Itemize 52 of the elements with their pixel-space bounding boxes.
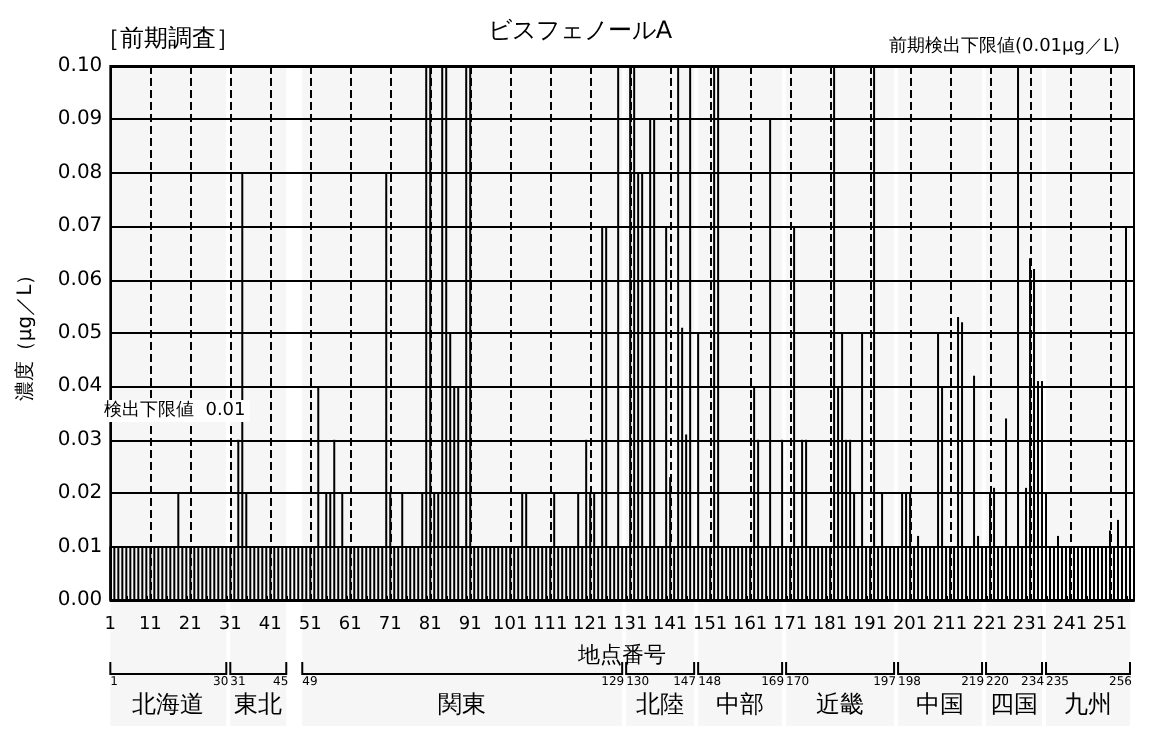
y-tick-label: 0.07 <box>57 215 103 238</box>
y-tick-label: 0.02 <box>57 482 103 505</box>
x-tick-label: 201 <box>892 615 928 635</box>
y-tick-label: 0.10 <box>57 55 103 77</box>
x-tick-label: 21 <box>178 615 202 635</box>
band-label: 北陸 <box>636 690 685 718</box>
band-label: 近畿 <box>816 690 865 718</box>
x-tick-label: 91 <box>458 615 482 635</box>
x-tick-label: 131 <box>612 615 648 635</box>
y-tick-label: 0.04 <box>57 375 103 398</box>
y-tick-label: 0.09 <box>57 108 103 131</box>
y-tick-label: 0.03 <box>57 428 103 451</box>
y-tick-label: 0.05 <box>57 322 103 344</box>
y-tick-label: 0.01 <box>57 535 103 558</box>
x-tick-label: 151 <box>692 615 728 635</box>
x-axis-title: 地点番号 <box>576 642 667 668</box>
x-tick-label: 181 <box>812 615 848 635</box>
x-tick-label: 31 <box>218 615 242 635</box>
y-tick-label: 0.06 <box>57 268 103 291</box>
x-tick-label: 141 <box>652 615 688 635</box>
x-tick-label: 241 <box>1052 615 1088 635</box>
chart-title: ビスフェノールA <box>487 16 674 44</box>
x-tick-label: 121 <box>572 615 608 635</box>
x-tick-label: 161 <box>732 615 768 635</box>
x-tick-label: 221 <box>972 615 1008 635</box>
x-tick-label: 111 <box>533 615 568 635</box>
x-tick-label: 81 <box>418 615 442 635</box>
text: 前期検出下限値(0.01μg／L) <box>888 35 1120 57</box>
band-label: 九州 <box>1064 690 1113 718</box>
band-label: 四国 <box>990 690 1039 718</box>
x-tick-label: 11 <box>138 615 162 635</box>
x-tick-label: 41 <box>258 615 282 635</box>
y-axis-title: 濃度（μg／L） <box>13 264 37 402</box>
x-tick-label: 61 <box>338 615 362 635</box>
band-label: 中部 <box>716 690 765 718</box>
x-tick-label: 101 <box>493 615 528 635</box>
x-tick-label: 51 <box>298 615 322 635</box>
y-tick-label: 0.08 <box>57 161 103 184</box>
band-label: 中国 <box>916 690 965 718</box>
band-label: 関東 <box>438 690 487 718</box>
x-tick-label: 231 <box>1012 615 1048 635</box>
x-tick-label: 1 <box>104 615 117 635</box>
annotation: 検出下限値 0.01 <box>104 399 246 421</box>
text: ［前期調査］ <box>96 24 240 52</box>
band-label: 北海道 <box>132 690 205 718</box>
x-tick-label: 191 <box>852 615 888 635</box>
x-tick-label: 251 <box>1092 615 1128 635</box>
y-tick-label: 0.00 <box>57 589 103 611</box>
x-tick-label: 211 <box>932 615 968 635</box>
band-label: 東北 <box>234 690 283 718</box>
x-tick-label: 171 <box>772 615 808 635</box>
x-tick-label: 71 <box>378 615 402 635</box>
